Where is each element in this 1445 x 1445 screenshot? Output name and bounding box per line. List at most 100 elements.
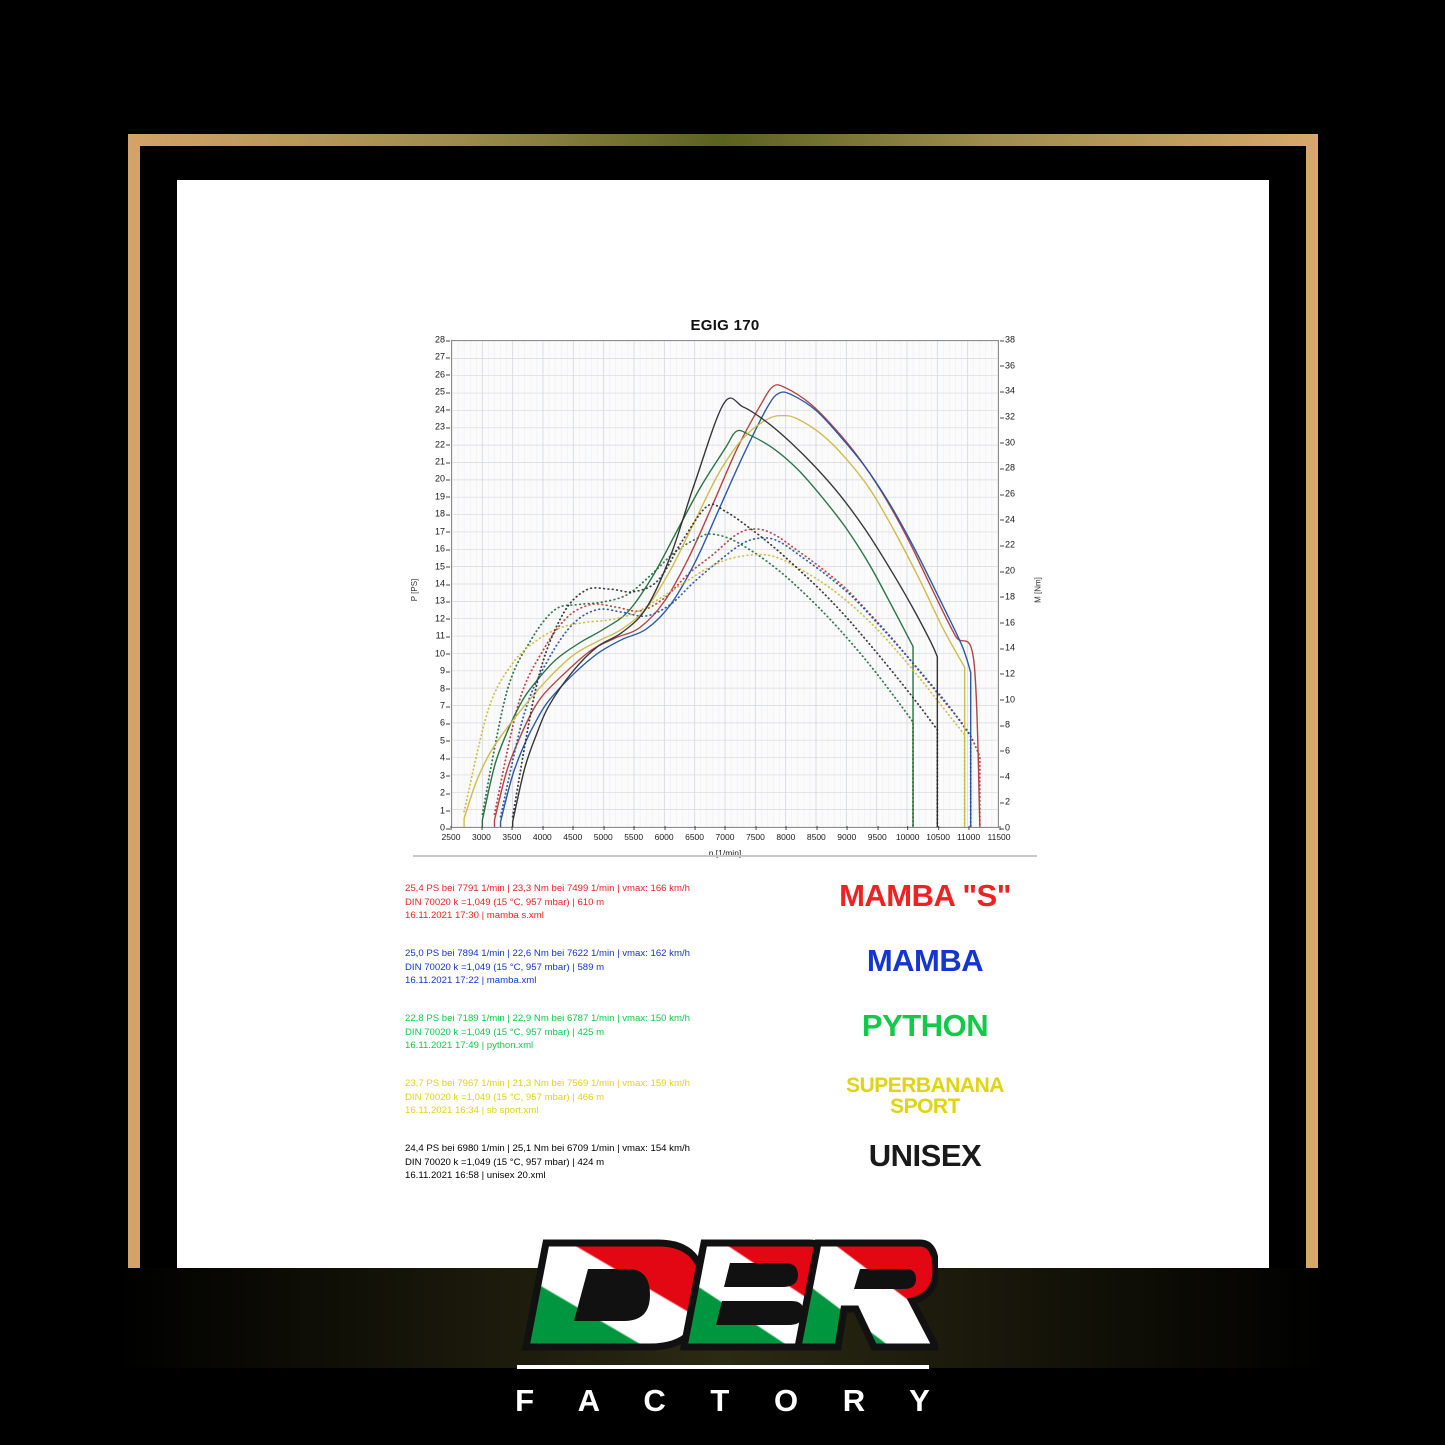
power-curve — [511, 397, 939, 827]
x-axis-ticks: 2500 3000 3500 4000 4500 5000 5500 6000 6500 7000… — [442, 826, 1011, 862]
legend-brand-label: MAMBA — [805, 945, 1045, 976]
y-tick-right: 30 — [1000, 438, 1035, 447]
legend-brand-line1: MAMBA "S" — [839, 878, 1011, 913]
y-tick-left: 25 — [415, 387, 450, 397]
torque-curve — [463, 553, 966, 827]
y-tick-left: 16 — [415, 544, 450, 554]
x-tick: 10500 — [926, 826, 950, 842]
curves-svg — [452, 341, 998, 827]
x-tick: 6000 — [654, 826, 674, 842]
x-tick: 4000 — [532, 826, 552, 842]
y-tick-right: 10 — [1000, 695, 1035, 704]
y-tick-right: 32 — [1000, 412, 1035, 422]
legend-stat-line-2: DIN 70020 k =1,049 (15 °C, 957 mbar) | 5… — [405, 961, 605, 973]
legend-stat-line-1: 25,0 PS bei 7894 1/min | 22,6 Nm bei 762… — [405, 948, 690, 959]
x-tick: 6500 — [685, 826, 705, 842]
dbr-logo: F A C T O R Y — [0, 1235, 1445, 1419]
x-tick: 2500 — [441, 826, 461, 842]
y-tick-left: 24 — [415, 405, 450, 414]
x-tick: 3000 — [471, 826, 491, 842]
y-tick-left: 21 — [415, 457, 450, 467]
series-unisex — [511, 397, 939, 827]
y-tick-right: 38 — [1000, 335, 1035, 345]
y-tick-left: 7 — [415, 701, 450, 711]
y-tick-right: 34 — [1000, 386, 1035, 396]
x-tick: 5500 — [624, 826, 644, 842]
y-tick-left: 3 — [415, 771, 450, 780]
y-tick-left: 8 — [415, 684, 450, 693]
y-tick-right: 6 — [1000, 746, 1035, 755]
dbr-wordmark-icon — [521, 1239, 938, 1351]
torque-curve — [499, 537, 972, 827]
y-tick-right: 2 — [1000, 797, 1035, 807]
legend-brand-label: PYTHON — [805, 1010, 1045, 1041]
y-tick-left: 11 — [415, 631, 450, 641]
legend-stat-line-3: 16.11.2021 17:49 | python.xml — [405, 1040, 534, 1052]
legend-brand-line1: MAMBA — [866, 943, 984, 978]
legend-brand-line2: SPORT — [890, 1095, 960, 1118]
logo-tagline: F A C T O R Y — [515, 1383, 948, 1418]
y-tick-right: 14 — [1000, 643, 1035, 653]
y-tick-right: 26 — [1000, 489, 1035, 499]
y-tick-left: 2 — [415, 788, 450, 798]
y-tick-right: 36 — [1000, 361, 1035, 370]
x-tick: 5000 — [593, 826, 613, 842]
y-tick-right: 0 — [1000, 823, 1035, 833]
legend-brand-line1: SUPERBANANA — [846, 1074, 1004, 1097]
legend-stats: 25,4 PS bei 7791 1/min | 23,3 Nm bei 749… — [405, 880, 805, 923]
x-tick: 9500 — [867, 826, 887, 842]
y-tick-left: 1 — [415, 806, 450, 815]
x-tick: 11500 — [987, 826, 1011, 842]
legend-stat-line-3: 16.11.2021 17:22 | mamba.xml — [405, 975, 537, 987]
legend-brand-line1: PYTHON — [861, 1008, 989, 1043]
legend-stats: 24,4 PS bei 6980 1/min | 25,1 Nm bei 670… — [405, 1140, 805, 1183]
white-sheet: EGIG 170 P [PS] M [Nm] 0 1 2 3 4 5 6 7 8 9 10 11 12 1… — [177, 180, 1269, 1278]
legend-stat-line-1: 22,8 PS bei 7189 1/min | 22,9 Nm bei 678… — [405, 1013, 690, 1024]
y-tick-left: 17 — [415, 527, 450, 536]
chart-divider — [413, 855, 1037, 857]
legend-stat-line-3: 16.11.2021 16:58 | unisex 20.xml — [405, 1170, 546, 1182]
y-tick-left: 13 — [415, 596, 450, 606]
grid-lines — [452, 341, 998, 827]
y-tick-right: 28 — [1000, 463, 1035, 473]
legend-entry: 25,4 PS bei 7791 1/min | 23,3 Nm bei 749… — [405, 880, 1045, 934]
y-tick-right: 22 — [1000, 540, 1035, 550]
y-tick-left: 9 — [415, 666, 450, 676]
x-tick: 8000 — [776, 826, 796, 842]
legend-stat-line-1: 25,4 PS bei 7791 1/min | 23,3 Nm bei 749… — [405, 883, 690, 894]
x-tick: 10000 — [895, 826, 920, 842]
y-tick-right: 20 — [1000, 566, 1035, 576]
y-tick-right: 4 — [1000, 772, 1035, 781]
legend-list: 25,4 PS bei 7791 1/min | 23,3 Nm bei 749… — [405, 880, 1045, 1205]
torque-curve — [481, 533, 914, 827]
legend-stat-line-2: DIN 70020 k =1,049 (15 °C, 957 mbar) | 4… — [405, 1091, 605, 1103]
legend-stat-line-1: 23,7 PS bei 7967 1/min | 21,3 Nm bei 756… — [405, 1078, 690, 1089]
x-tick: 11000 — [957, 826, 981, 842]
legend-stat-line-3: 16.11.2021 17:30 | mamba s.xml — [405, 910, 544, 922]
y-axis-right-ticks: 0 2 4 6 8 10 12 14 16 18 20 22 24 26 28 30 32 34 36 38 — [1000, 335, 1035, 832]
x-tick: 9000 — [837, 826, 857, 842]
legend-stats: 25,0 PS bei 7894 1/min | 22,6 Nm bei 762… — [405, 945, 805, 988]
plot-row: P [PS] M [Nm] 0 1 2 3 4 5 6 7 8 9 10 11 12 13 14 15 16 17… — [405, 335, 1045, 858]
x-tick: 8500 — [806, 826, 826, 842]
logo-divider — [516, 1365, 929, 1369]
y-tick-left: 0 — [415, 823, 450, 833]
y-tick-left: 27 — [415, 352, 450, 362]
legend-stat-line-2: DIN 70020 k =1,049 (15 °C, 957 mbar) | 4… — [405, 1026, 605, 1038]
chart-title: EGIG 170 — [690, 317, 760, 334]
y-axis-left-ticks: 0 1 2 3 4 5 6 7 8 9 10 11 12 13 14 15 16 17 18 19 20 21 22 23 24… — [415, 335, 450, 832]
y-tick-left: 22 — [415, 440, 450, 449]
legend-stats: 23,7 PS bei 7967 1/min | 21,3 Nm bei 756… — [405, 1075, 805, 1118]
series-superbananasport — [463, 415, 966, 827]
legend-entry: 24,4 PS bei 6980 1/min | 25,1 Nm bei 670… — [405, 1140, 1045, 1194]
y-tick-left: 19 — [415, 492, 450, 501]
x-tick: 7000 — [715, 826, 735, 842]
y-tick-right: 18 — [1000, 592, 1035, 601]
y-tick-left: 28 — [415, 335, 450, 345]
legend-entry: 25,0 PS bei 7894 1/min | 22,6 Nm bei 762… — [405, 945, 1045, 999]
y-tick-left: 15 — [415, 562, 450, 571]
y-tick-left: 18 — [415, 509, 450, 519]
legend-brand-label: SUPERBANANA SPORT — [805, 1075, 1045, 1117]
power-curve — [499, 391, 972, 827]
y-tick-left: 10 — [415, 649, 450, 658]
